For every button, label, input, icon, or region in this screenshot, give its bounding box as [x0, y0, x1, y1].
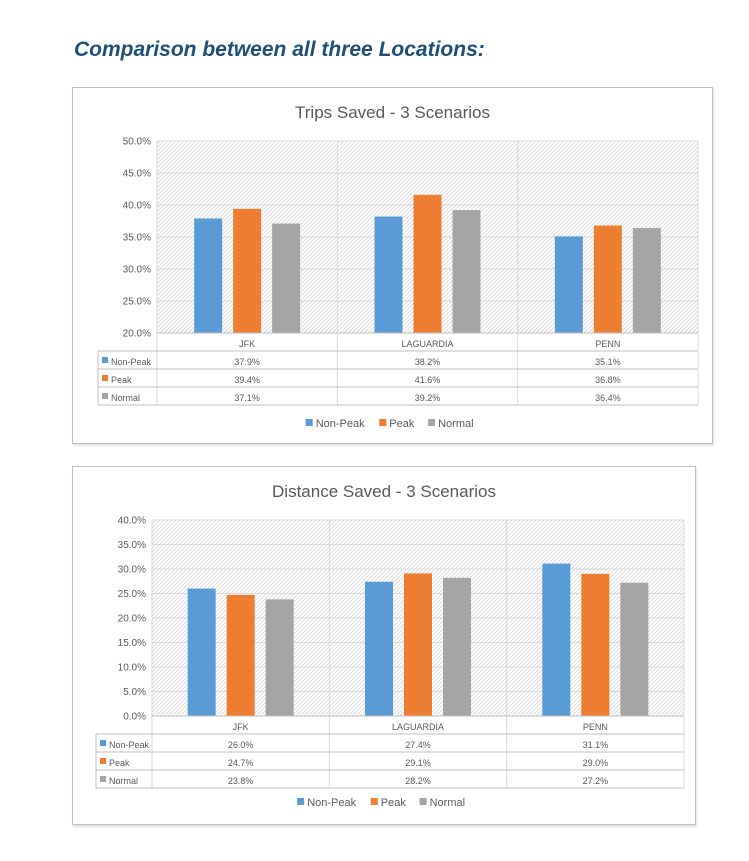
bar-normal-penn [620, 582, 649, 716]
legend-label: Non-Peak [316, 418, 365, 430]
chart-title: Distance Saved - 3 Scenarios [272, 482, 496, 501]
category-label: JFK [239, 339, 255, 349]
legend-key-peak [100, 758, 106, 764]
legend-swatch-peak [379, 419, 387, 426]
y-tick-label: 5.0% [123, 687, 146, 698]
data-value: 36.8% [595, 375, 621, 385]
trips-saved-chart: Trips Saved - 3 Scenarios 20.0% 25.0% 30.0%… [72, 87, 713, 444]
data-value: 37.1% [234, 393, 260, 403]
bar-normal-jfk [265, 599, 294, 716]
y-tick-label: 20.0% [118, 614, 146, 625]
bar-non-peak-laguardia [374, 216, 403, 333]
bar-normal-penn [632, 228, 661, 333]
data-value: 29.1% [405, 758, 431, 768]
data-value: 38.2% [415, 357, 441, 367]
data-value: 39.4% [234, 375, 260, 385]
y-tick-label: 30.0% [123, 265, 151, 276]
bar-non-peak-laguardia [365, 581, 393, 716]
page-heading: Comparison between all three Locations: [74, 38, 485, 61]
legend-swatch-normal [428, 419, 436, 426]
y-tick-label: 30.0% [118, 565, 146, 576]
bar-non-peak-penn [554, 236, 583, 333]
category-label: JFK [233, 722, 249, 732]
y-tick-label: 35.0% [123, 233, 151, 244]
legend-label: Normal [430, 797, 465, 809]
data-value: 23.8% [228, 776, 254, 786]
bar-non-peak-jfk [187, 588, 216, 716]
bar-peak-penn [581, 573, 610, 716]
legend-key-non-peak [100, 740, 106, 746]
y-tick-label: 10.0% [118, 663, 146, 674]
category-label: LAGUARDIA [392, 722, 444, 732]
trips-saved-chart-svg: Trips Saved - 3 Scenarios 20.0% 25.0% 30.0%… [97, 103, 699, 430]
legend-swatch-normal [419, 798, 427, 805]
chart-title: Trips Saved - 3 Scenarios [295, 103, 490, 122]
legend-swatch-non-peak [305, 419, 313, 426]
y-tick-label: 50.0% [123, 137, 151, 148]
y-tick-label: 15.0% [118, 638, 146, 649]
data-value: 41.6% [415, 375, 441, 385]
data-value: 27.2% [583, 776, 609, 786]
y-tick-label: 40.0% [123, 201, 151, 212]
legend-swatch-peak [370, 798, 378, 805]
data-value: 29.0% [583, 758, 609, 768]
bar-normal-laguardia [443, 577, 471, 716]
distance-saved-chart-svg: Distance Saved - 3 Scenarios 0.0% 5.0% 10.0… [95, 482, 685, 809]
series-row-label: Normal [111, 393, 140, 403]
y-tick-label: 45.0% [123, 169, 151, 180]
legend-key-normal [102, 393, 108, 399]
bar-non-peak-jfk [194, 218, 223, 333]
bar-peak-penn [593, 225, 622, 333]
data-value: 28.2% [405, 776, 431, 786]
series-row-label: Normal [109, 776, 138, 786]
legend-label: Normal [438, 418, 473, 430]
legend-label: Peak [389, 418, 415, 430]
y-tick-label: 20.0% [123, 329, 151, 340]
bar-peak-jfk [233, 208, 262, 333]
distance-saved-chart: Distance Saved - 3 Scenarios 0.0% 5.0% 10.0… [72, 466, 696, 825]
legend-label: Peak [381, 797, 407, 809]
data-value: 27.4% [405, 740, 431, 750]
data-value: 36.4% [595, 393, 621, 403]
bar-normal-jfk [272, 223, 301, 333]
category-label: PENN [595, 339, 620, 349]
y-tick-label: 35.0% [118, 540, 146, 551]
data-value: 31.1% [583, 740, 609, 750]
bar-peak-laguardia [413, 194, 442, 333]
bar-non-peak-penn [542, 563, 571, 716]
legend-label: Non-Peak [307, 797, 356, 809]
data-value: 24.7% [228, 758, 254, 768]
bar-peak-laguardia [404, 573, 432, 716]
data-value: 37.9% [234, 357, 260, 367]
legend-key-non-peak [102, 357, 108, 363]
bar-peak-jfk [226, 594, 255, 716]
y-tick-label: 25.0% [118, 589, 146, 600]
y-tick-label: 40.0% [118, 516, 146, 527]
series-row-label: Non-Peak [109, 740, 150, 750]
data-value: 26.0% [228, 740, 254, 750]
series-row-label: Peak [111, 375, 132, 385]
y-tick-label: 25.0% [123, 297, 151, 308]
category-label: LAGUARDIA [401, 339, 453, 349]
y-tick-label: 0.0% [123, 712, 146, 723]
series-row-label: Non-Peak [111, 357, 152, 367]
legend-swatch-non-peak [297, 798, 305, 805]
series-row-label: Peak [109, 758, 130, 768]
data-value: 35.1% [595, 357, 621, 367]
bar-normal-laguardia [452, 210, 481, 333]
data-value: 39.2% [415, 393, 441, 403]
category-label: PENN [583, 722, 608, 732]
legend-key-normal [100, 776, 106, 782]
legend-key-peak [102, 375, 108, 381]
